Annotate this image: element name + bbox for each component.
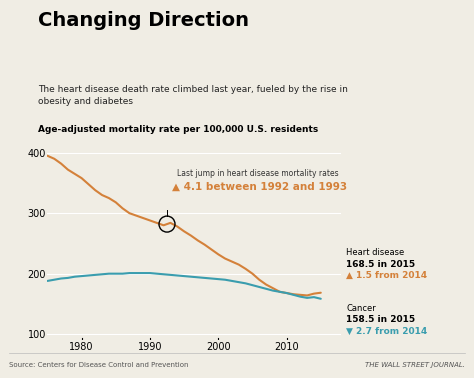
Text: Age-adjusted mortality rate per 100,000 U.S. residents: Age-adjusted mortality rate per 100,000 … xyxy=(38,125,318,134)
Text: ▼ 2.7 from 2014: ▼ 2.7 from 2014 xyxy=(346,326,427,335)
Text: Last jump in heart disease mortality rates: Last jump in heart disease mortality rat… xyxy=(177,169,339,178)
Text: Cancer: Cancer xyxy=(346,304,376,313)
Text: 158.5 in 2015: 158.5 in 2015 xyxy=(346,315,415,324)
Text: 168.5 in 2015: 168.5 in 2015 xyxy=(346,260,415,269)
Text: Heart disease: Heart disease xyxy=(346,248,404,257)
Text: ▲ 1.5 from 2014: ▲ 1.5 from 2014 xyxy=(346,271,427,280)
Text: The heart disease death rate climbed last year, fueled by the rise in
obesity an: The heart disease death rate climbed las… xyxy=(38,85,348,106)
Text: THE WALL STREET JOURNAL.: THE WALL STREET JOURNAL. xyxy=(365,362,465,368)
Text: Changing Direction: Changing Direction xyxy=(38,11,249,30)
Text: ▲ 4.1 between 1992 and 1993: ▲ 4.1 between 1992 and 1993 xyxy=(172,181,347,191)
Text: Source: Centers for Disease Control and Prevention: Source: Centers for Disease Control and … xyxy=(9,362,189,368)
